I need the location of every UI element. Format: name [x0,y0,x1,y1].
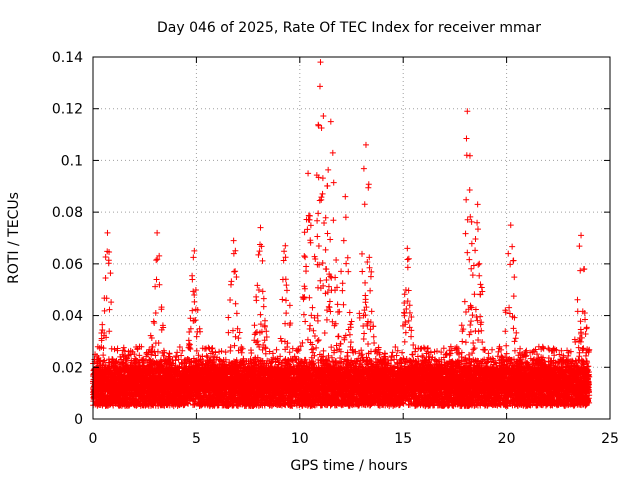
data-point [231,268,238,275]
data-point [99,321,106,328]
data-point [232,300,239,307]
data-point [281,248,288,255]
data-point [101,357,108,364]
data-point [282,276,289,283]
data-point [190,288,197,295]
data-point [282,320,289,327]
data-point [112,358,119,365]
data-point [257,321,264,328]
data-point [232,333,239,340]
data-point [284,340,291,347]
data-point [151,320,158,327]
data-point [123,355,130,362]
data-point [263,328,270,335]
data-point [193,333,200,340]
data-point [101,329,108,336]
data-point [190,254,197,261]
data-point [111,346,118,353]
data-point [100,345,107,352]
data-point [106,249,113,256]
data-point [260,295,267,302]
data-point [230,250,237,257]
data-point [101,307,108,314]
data-point [153,276,160,283]
data-point [225,314,232,321]
data-point [106,306,113,313]
data-point [283,310,290,317]
data-point [251,322,258,329]
data-point [255,251,262,258]
data-point [228,278,235,285]
data-point [273,346,280,353]
chart-title: Day 046 of 2025, Rate Of TEC Index for r… [157,20,541,36]
data-point [286,349,293,356]
data-point [114,345,121,352]
data-point [102,275,109,282]
data-point [227,344,234,351]
data-points [90,59,593,410]
data-point [253,297,260,304]
data-point [108,299,115,306]
data-point [231,342,238,349]
data-point [128,357,135,364]
data-point [286,302,293,309]
data-point [232,268,239,275]
data-point [105,257,112,264]
data-point [106,328,113,335]
data-point [235,335,242,342]
data-point [189,276,196,283]
data-point [254,282,261,289]
grid-lines [93,57,610,419]
data-point [257,311,264,318]
data-point [259,257,266,264]
data-point [103,334,110,341]
data-point [261,323,268,330]
data-point [102,361,109,368]
data-point [102,254,109,261]
data-point [283,282,290,289]
data-point [227,296,234,303]
data-point [279,296,286,303]
data-point [174,349,181,356]
data-point [233,274,240,281]
data-point [232,247,239,254]
data-point [261,317,268,324]
data-point [248,349,255,356]
data-point [259,288,266,295]
data-point [222,349,229,356]
data-point [153,257,160,264]
data-point [113,357,120,364]
data-point [100,358,107,365]
data-point [283,287,290,294]
data-point [100,352,107,359]
data-point [107,270,114,277]
data-point [255,286,262,293]
data-point [281,338,288,345]
data-point [155,340,162,347]
data-point [233,310,240,317]
data-point [282,297,289,304]
data-point [191,298,198,305]
data-point [189,307,196,314]
data-point [103,295,110,302]
data-point [197,328,204,335]
data-point [260,303,267,310]
data-point [277,335,284,342]
data-point [120,344,127,351]
